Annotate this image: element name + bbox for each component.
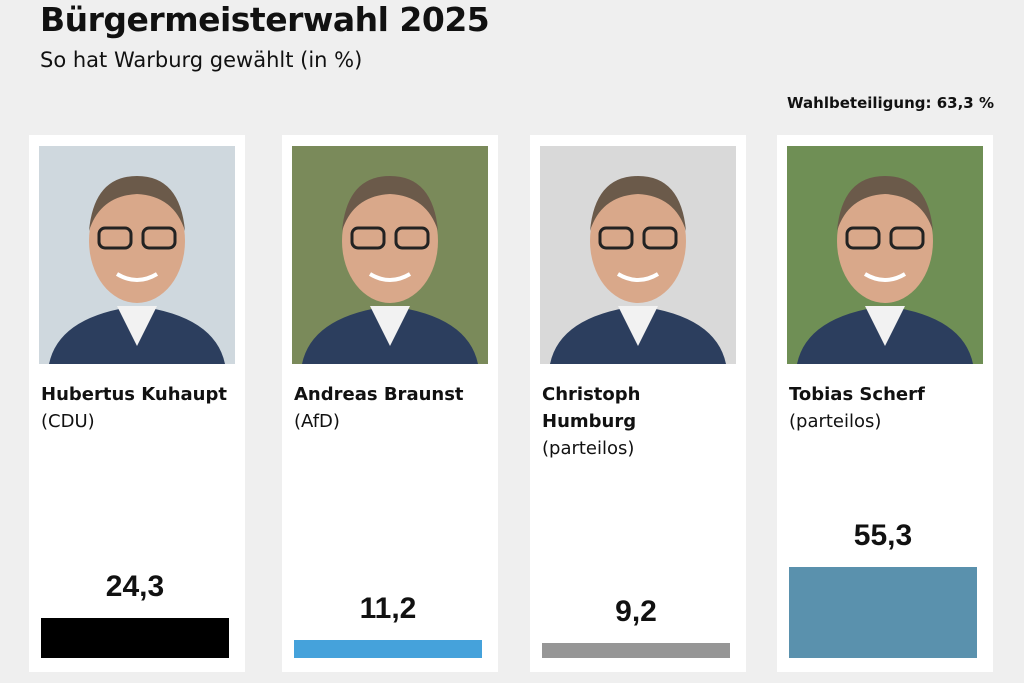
bar-3 <box>542 642 730 658</box>
data-label: 11,2 <box>359 591 417 625</box>
candidate-name: Humburg <box>542 411 637 432</box>
candidate-card: Hubertus Kuhaupt (CDU) 24,3 <box>29 135 245 672</box>
candidate-name: Tobias Scherf <box>789 384 925 405</box>
bar-4 <box>789 566 977 658</box>
candidate-name: Hubertus Kuhaupt <box>41 384 227 405</box>
candidate-card: Christoph Humburg (parteilos) 9,2 <box>530 135 746 672</box>
candidate-name-block: Andreas Braunst (AfD) <box>294 381 489 435</box>
candidate-photo <box>540 146 736 364</box>
data-label: 24,3 <box>105 569 165 603</box>
candidate-name: Andreas Braunst <box>294 384 464 405</box>
candidate-photo <box>292 146 488 364</box>
candidate-party: (CDU) <box>41 411 95 432</box>
candidate-party: (AfD) <box>294 411 340 432</box>
candidate-photo <box>787 146 983 364</box>
candidate-name-block: Hubertus Kuhaupt (CDU) <box>41 381 236 435</box>
data-label: 55,3 <box>853 518 913 552</box>
bar-2 <box>294 639 482 658</box>
candidate-card: Andreas Braunst (AfD) 11,2 <box>282 135 498 672</box>
candidate-party: (parteilos) <box>789 411 882 432</box>
data-label: 9,2 <box>615 594 657 628</box>
bar-1 <box>41 617 229 658</box>
turnout-label: Wahlbeteiligung: 63,3 % <box>787 94 994 112</box>
candidate-party: (parteilos) <box>542 438 635 459</box>
candidate-name: Christoph <box>542 384 641 405</box>
candidate-name-block: Christoph Humburg (parteilos) <box>542 381 737 462</box>
page-title: Bürgermeisterwahl 2025 <box>40 0 490 39</box>
page-subtitle: So hat Warburg gewählt (in %) <box>40 48 363 72</box>
candidate-name-block: Tobias Scherf (parteilos) <box>789 381 984 435</box>
candidate-photo <box>39 146 235 364</box>
candidate-card: Tobias Scherf (parteilos) 55,3 <box>777 135 993 672</box>
